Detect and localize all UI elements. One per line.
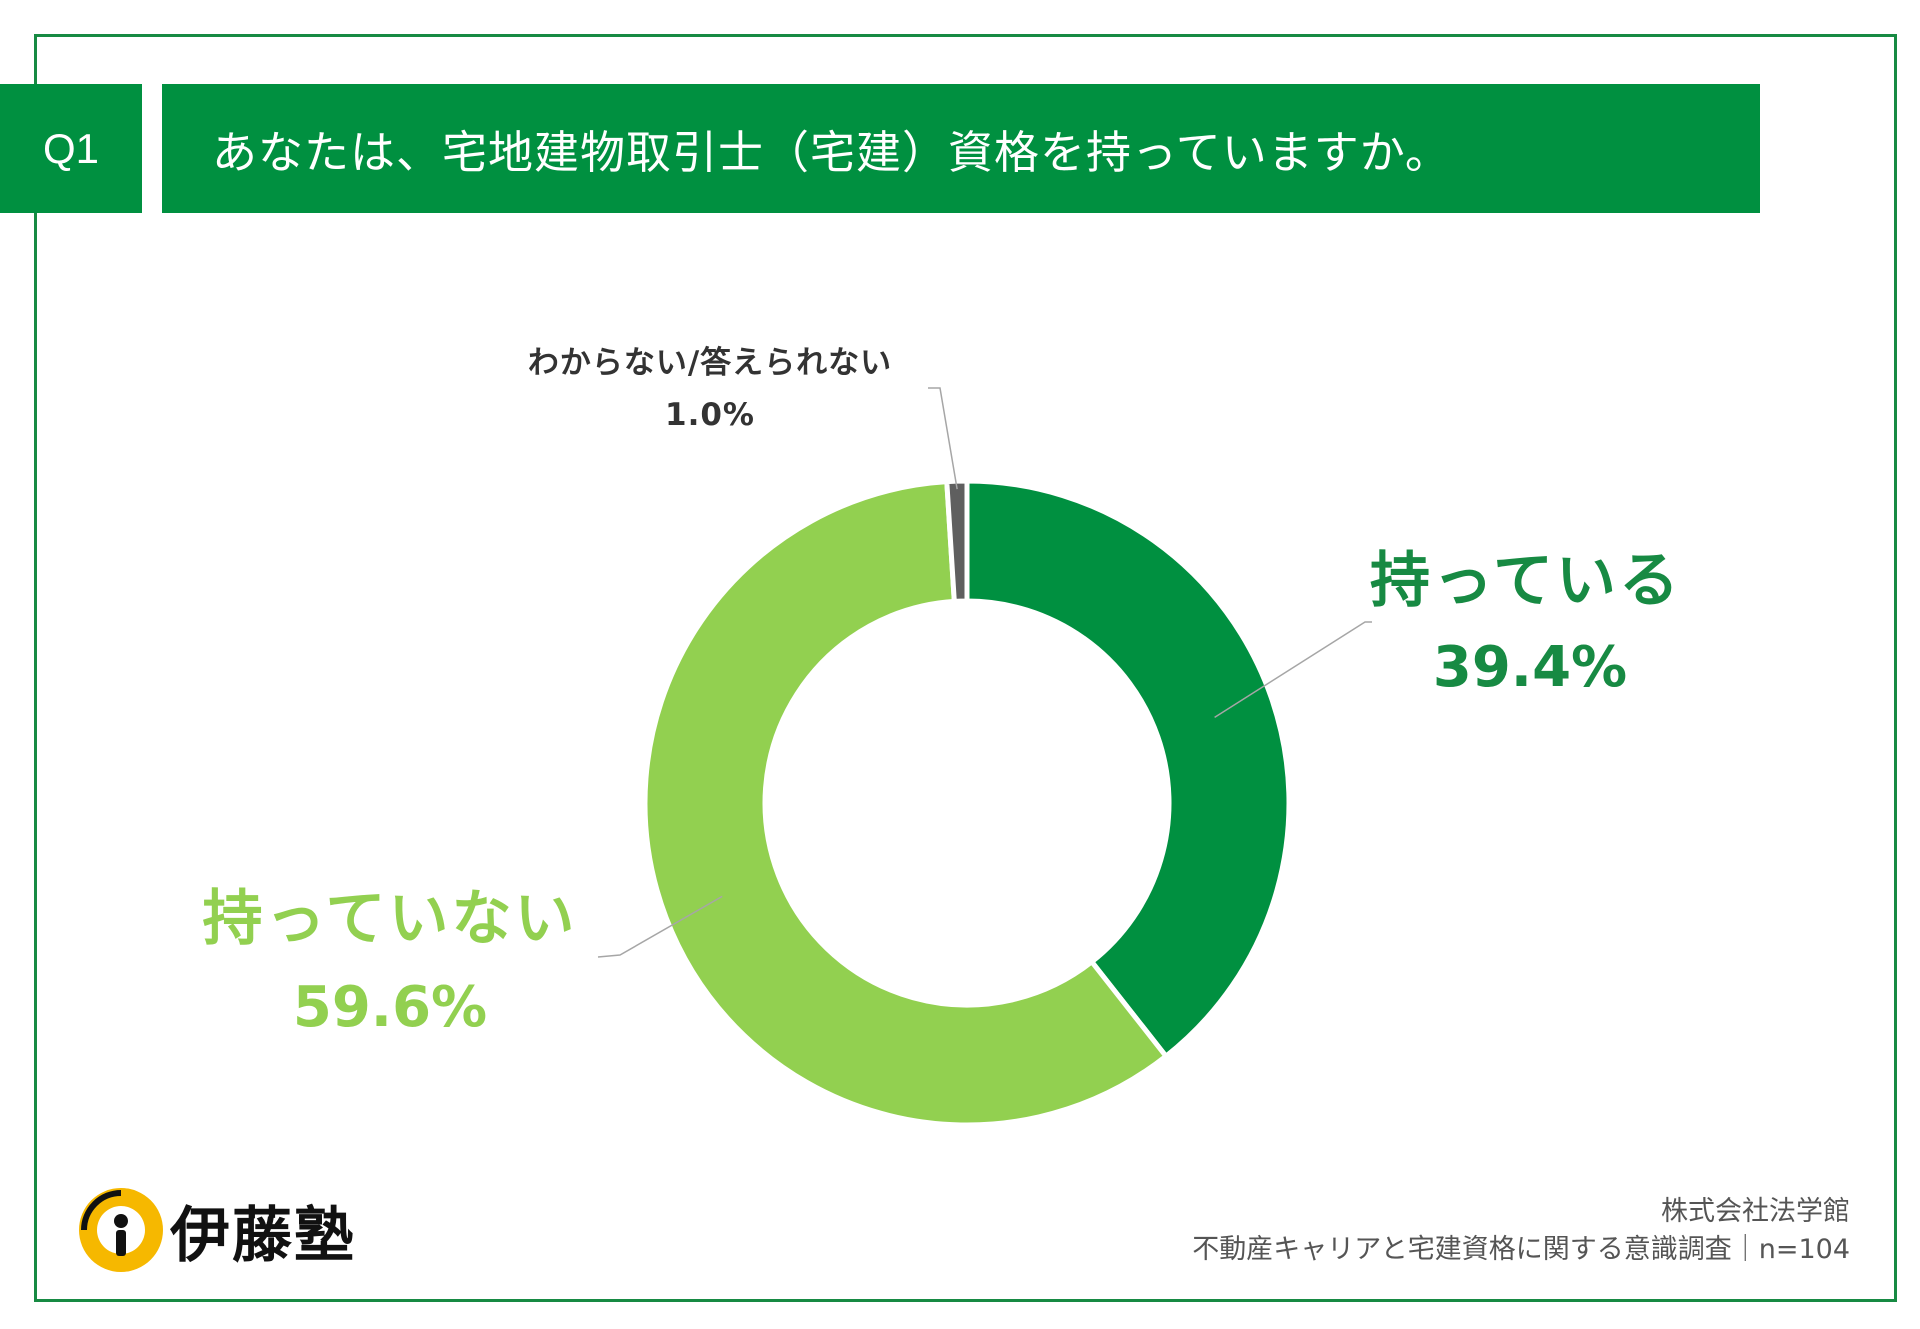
slice-not-have (642, 478, 1170, 1128)
question-title: あなたは、宅地建物取引士（宅建）資格を持っていますか。 (162, 84, 1760, 213)
label-have-name: 持っている (1370, 546, 1682, 616)
footer: 株式会社法学館 不動産キャリアと宅建資格に関する意識調査｜n=104 (1192, 1193, 1850, 1269)
leader-line-not-have (597, 895, 723, 958)
label-not-have-name: 持っていない (202, 884, 578, 954)
page-frame (34, 34, 1897, 1302)
leader-line-unknown (928, 387, 958, 490)
question-number-badge: Q1 (0, 84, 142, 213)
label-have-value: 39.4% (1432, 635, 1628, 700)
slice-have (964, 478, 1292, 1060)
logo-mark-icon (79, 1188, 163, 1272)
label-unknown-value: 1.0% (665, 397, 755, 433)
label-not-have-value: 59.6% (292, 975, 488, 1040)
leader-line-have (1214, 621, 1372, 718)
footer-survey: 不動産キャリアと宅建資格に関する意識調査｜n=104 (1192, 1234, 1850, 1265)
itojuku-logo: 伊藤塾 (78, 1185, 356, 1275)
slice-unknown (944, 478, 970, 605)
logo-text: 伊藤塾 (170, 1200, 356, 1271)
footer-company: 株式会社法学館 (1661, 1196, 1850, 1227)
label-unknown-name: わからない/答えられない (527, 345, 893, 381)
